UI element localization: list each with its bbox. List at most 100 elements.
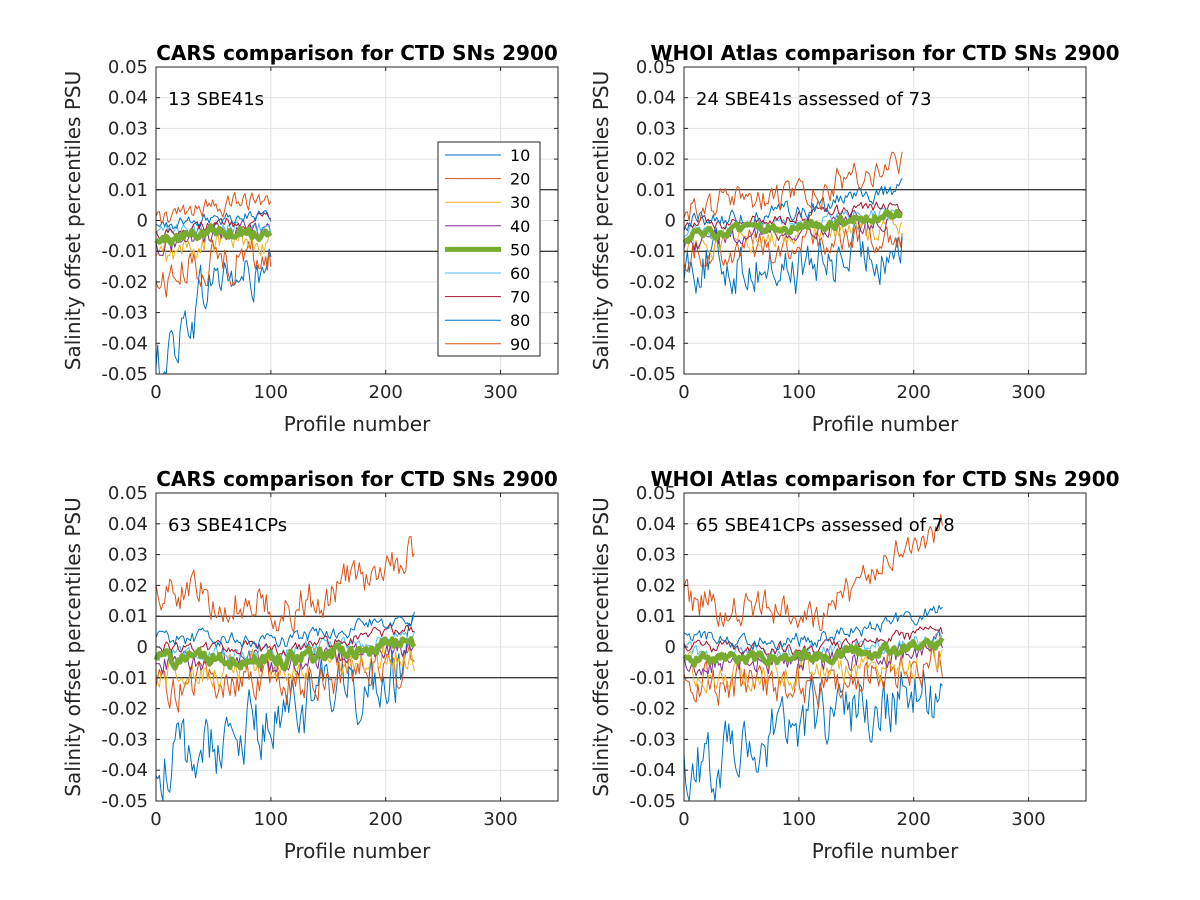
x-axis-label: Profile number [812, 839, 959, 863]
x-tick-label: 200 [369, 382, 403, 403]
annotation: 65 SBE41CPs assessed of 78 [696, 515, 955, 536]
series-line-p10 [155, 248, 272, 375]
series-line-p10 [683, 216, 903, 295]
y-tick-label: 0.05 [108, 483, 148, 504]
x-tick-label: 0 [150, 382, 161, 403]
y-tick-label: -0.04 [101, 333, 148, 354]
y-tick-label: 0.02 [636, 575, 676, 596]
chart-panel-2: 0 100 200 300 0.05 0.04 0.03 0.02 0.01 0 -0.01 -0.0… [589, 41, 1120, 436]
legend-label-70: 70 [510, 288, 530, 307]
y-tick-label: -0.02 [101, 699, 148, 720]
y-tick-label: -0.01 [629, 668, 676, 689]
x-axis-label: Profile number [284, 412, 431, 436]
y-tick-label: -0.03 [629, 303, 676, 324]
x-tick-label: 100 [782, 382, 816, 403]
series-line-p70 [683, 625, 943, 656]
legend: 10 20 30 40 50 60 70 80 90 [437, 141, 541, 357]
x-tick-label: 300 [483, 382, 517, 403]
chart-panel-4: 0 100 200 300 0.05 0.04 0.03 0.02 0.01 0 -0.01 -0.0… [589, 467, 1120, 863]
legend-label-80: 80 [510, 311, 530, 330]
legend-label-30: 30 [510, 193, 530, 212]
legend-label-10: 10 [510, 146, 530, 165]
y-tick-label: -0.03 [101, 303, 148, 324]
y-tick-label: 0.01 [636, 606, 676, 627]
y-tick-label: -0.05 [101, 791, 148, 812]
y-tick-label: -0.05 [629, 791, 676, 812]
x-axis-label: Profile number [284, 839, 431, 863]
legend-label-40: 40 [510, 217, 530, 236]
legend-label-90: 90 [510, 335, 530, 354]
series-line-p80 [683, 605, 943, 651]
y-tick-label: 0 [137, 211, 148, 232]
series-line-p90 [683, 151, 903, 224]
x-tick-label: 0 [150, 809, 161, 830]
y-tick-label: -0.02 [629, 699, 676, 720]
series-line-p30 [683, 639, 943, 694]
y-tick-label: -0.05 [629, 364, 676, 385]
y-tick-label: -0.01 [629, 241, 676, 262]
y-tick-label: -0.03 [101, 729, 148, 750]
y-tick-label: 0.04 [108, 88, 148, 109]
y-tick-label: 0.03 [636, 118, 676, 139]
chart-panel-3: 0 100 200 300 0.05 0.04 0.03 0.02 0.01 0 -0.01 -0.0… [61, 467, 559, 863]
chart-title: WHOI Atlas comparison for CTD SNs 2900 [650, 41, 1119, 65]
y-tick-label: 0.04 [108, 514, 148, 535]
series-line-p50 [682, 208, 903, 244]
series-line-p50 [682, 636, 945, 668]
x-tick-label: 300 [1011, 809, 1045, 830]
y-tick-label: 0 [137, 637, 148, 658]
y-tick-label: -0.03 [629, 729, 676, 750]
y-tick-label: 0.03 [108, 545, 148, 566]
y-tick-label: -0.02 [629, 272, 676, 293]
y-tick-label: 0.02 [636, 149, 676, 170]
y-tick-label: 0.02 [108, 149, 148, 170]
x-tick-label: 0 [678, 809, 689, 830]
y-tick-label: 0 [665, 211, 676, 232]
y-tick-label: 0.01 [108, 606, 148, 627]
series-line-p90 [155, 191, 272, 224]
annotation: 63 SBE41CPs [168, 515, 287, 536]
x-tick-label: 0 [678, 382, 689, 403]
y-tick-label: -0.05 [101, 364, 148, 385]
series-line-p50 [154, 223, 273, 247]
chart-title: CARS comparison for CTD SNs 2900 [156, 41, 558, 65]
y-tick-label: 0.01 [108, 180, 148, 201]
y-tick-label: -0.04 [629, 760, 676, 781]
x-tick-label: 300 [1011, 382, 1045, 403]
series-line-p80 [683, 177, 903, 231]
y-tick-label: -0.01 [101, 241, 148, 262]
y-tick-label: 0.05 [108, 57, 148, 78]
legend-label-60: 60 [510, 264, 530, 283]
y-tick-label: 0 [665, 637, 676, 658]
legend-label-50: 50 [510, 240, 530, 259]
chart-title: WHOI Atlas comparison for CTD SNs 2900 [650, 467, 1119, 491]
y-tick-label: -0.04 [101, 760, 148, 781]
y-tick-label: 0.04 [636, 88, 676, 109]
y-tick-label: 0.02 [108, 575, 148, 596]
y-tick-label: -0.04 [629, 333, 676, 354]
y-tick-label: -0.02 [101, 272, 148, 293]
x-tick-label: 100 [254, 809, 288, 830]
y-tick-label: 0.03 [108, 118, 148, 139]
y-tick-label: 0.01 [636, 180, 676, 201]
y-axis-label: Salinity offset percentiles PSU [61, 71, 85, 370]
series-line-p20 [683, 645, 943, 709]
x-axis-label: Profile number [812, 412, 959, 436]
legend-label-20: 20 [510, 170, 530, 189]
series-line-p80 [155, 611, 415, 650]
y-tick-label: -0.01 [101, 668, 148, 689]
y-tick-label: 0.04 [636, 514, 676, 535]
x-tick-label: 200 [369, 809, 403, 830]
series-line-p90 [683, 514, 943, 631]
y-axis-label: Salinity offset percentiles PSU [61, 497, 85, 796]
x-tick-label: 200 [897, 382, 931, 403]
series-line-p30 [683, 216, 903, 261]
series-line-p10 [683, 670, 943, 802]
y-tick-label: 0.05 [636, 57, 676, 78]
annotation: 13 SBE41s [168, 89, 264, 110]
series-line-p90 [155, 535, 415, 633]
chart-title: CARS comparison for CTD SNs 2900 [156, 467, 558, 491]
series-line-p50 [153, 636, 417, 671]
series-line-p80 [155, 209, 272, 230]
